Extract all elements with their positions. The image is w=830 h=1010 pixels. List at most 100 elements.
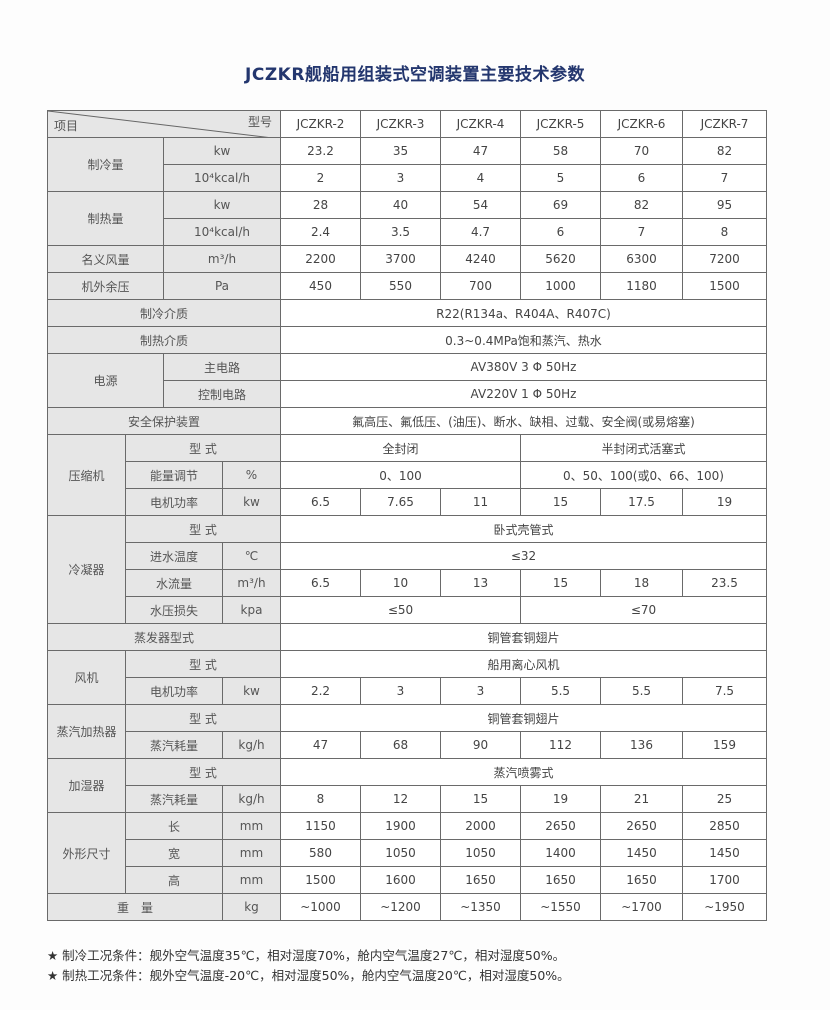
value-cell: 700 bbox=[440, 272, 521, 300]
type-label: 型 式 bbox=[125, 704, 281, 732]
width-label: 宽 bbox=[125, 839, 223, 867]
unit: ℃ bbox=[222, 542, 281, 570]
unit: kw bbox=[222, 677, 281, 705]
value-cell: 90 bbox=[440, 731, 521, 759]
value-cell: 47 bbox=[440, 137, 521, 165]
heating-condition-note: ★ 制热工况条件：舰外空气温度-20℃，相对湿度50%，舱内空气温度20℃，相对… bbox=[47, 968, 570, 983]
spec-table: 项目 型号 JCZKR-2 JCZKR-3 JCZKR-4 JCZKR-5 JCZKR-… bbox=[47, 110, 767, 921]
value-cell: ~1200 bbox=[360, 893, 441, 921]
inlet-value: ≤32 bbox=[280, 542, 767, 570]
unit: m³/h bbox=[222, 569, 281, 597]
value-cell: 1450 bbox=[600, 839, 683, 867]
value-cell: 1650 bbox=[520, 866, 601, 894]
dimensions-label: 外形尺寸 bbox=[47, 812, 126, 894]
steam-heater-type-value: 铜管套铜翅片 bbox=[280, 704, 767, 732]
value-cell: 95 bbox=[682, 191, 767, 219]
value-cell: 1650 bbox=[440, 866, 521, 894]
type-label: 型 式 bbox=[125, 434, 281, 462]
value-cell: 4240 bbox=[440, 245, 521, 273]
humidifier-type-row: 加湿器型 式蒸汽喷雾式 bbox=[47, 758, 767, 813]
height-label: 高 bbox=[125, 866, 223, 894]
value-cell: 2000 bbox=[440, 812, 521, 840]
power-main-row: 电源 主电路 AV380V 3 Φ 50Hz bbox=[47, 353, 767, 408]
model-header-cell: JCZKR-6 bbox=[600, 110, 683, 138]
value-cell: 15 bbox=[440, 785, 521, 813]
steam-heater-label: 蒸汽加热器 bbox=[47, 704, 126, 759]
pressure-label: 机外余压 bbox=[47, 272, 164, 300]
value-cell: 2.4 bbox=[280, 218, 361, 246]
value-cell: 6.5 bbox=[280, 488, 361, 516]
loss-label: 水压损失 bbox=[125, 596, 223, 624]
unit: kg/h bbox=[222, 785, 281, 813]
value-cell: 1700 bbox=[682, 866, 767, 894]
value-cell: 8 bbox=[682, 218, 767, 246]
model-header-cell: JCZKR-5 bbox=[520, 110, 601, 138]
safety-row: 安全保护装置 氟高压、氟低压、(油压)、断水、缺相、过载、安全阀(或易熔塞) bbox=[47, 407, 767, 435]
unit: % bbox=[222, 461, 281, 489]
value-cell: 28 bbox=[280, 191, 361, 219]
model-header: 型号 bbox=[247, 115, 272, 129]
pressure-row: 机外余压 Pa 450 550 700 1000 1180 1500 bbox=[47, 272, 767, 300]
type-label: 型 式 bbox=[125, 650, 281, 678]
safety-value: 氟高压、氟低压、(油压)、断水、缺相、过载、安全阀(或易熔塞) bbox=[280, 407, 767, 435]
value-cell: 5 bbox=[520, 164, 601, 192]
evaporator-row: 蒸发器型式 铜管套铜翅片 bbox=[47, 623, 767, 651]
steam-heater-consumption-row: 蒸汽耗量 kg/h 47 68 90 112 136 159 bbox=[48, 731, 767, 759]
value-cell: 4.7 bbox=[440, 218, 521, 246]
value-cell: 19 bbox=[520, 785, 601, 813]
cooling-kcal-row: 10⁴kcal/h 2 3 4 5 6 7 bbox=[48, 164, 767, 192]
value-cell: 1500 bbox=[682, 272, 767, 300]
compressor-type-row: 压缩机型 式全封闭 半封闭式活塞式 bbox=[47, 434, 767, 516]
fan-motor-row: 电机功率 kw 2.2 3 3 5.5 5.5 7.5 bbox=[48, 677, 767, 705]
value-cell: 6 bbox=[600, 164, 683, 192]
motor-label: 电机功率 bbox=[125, 677, 223, 705]
model-header-cell: JCZKR-7 bbox=[682, 110, 767, 138]
value-cell: 580 bbox=[280, 839, 361, 867]
cooling-label: 制冷量 bbox=[47, 137, 164, 192]
value-cell: 136 bbox=[600, 731, 683, 759]
unit: kpa bbox=[222, 596, 281, 624]
type-label: 型 式 bbox=[125, 515, 281, 543]
heat-medium-value: 0.3~0.4MPa饱和蒸汽、热水 bbox=[280, 326, 767, 354]
airflow-row: 名义风量 m³/h 2200 3700 4240 5620 6300 7200 bbox=[47, 245, 767, 273]
unit: kw bbox=[222, 488, 281, 516]
value-cell: 13 bbox=[440, 569, 521, 597]
value-cell: 1500 bbox=[280, 866, 361, 894]
heating-label: 制热量 bbox=[47, 191, 164, 246]
value-cell: 2850 bbox=[682, 812, 767, 840]
fan-type-row: 风机型 式船用离心风机 bbox=[47, 650, 767, 705]
value-cell: 1400 bbox=[520, 839, 601, 867]
value-cell: 6300 bbox=[600, 245, 683, 273]
value-cell: 6.5 bbox=[280, 569, 361, 597]
model-header-cell: JCZKR-4 bbox=[440, 110, 521, 138]
capacity-value: 0、50、100(或0、66、100) bbox=[520, 461, 767, 489]
cooling-kw-row: 制冷量 kw 23.2 35 47 58 70 82 bbox=[47, 137, 767, 192]
condenser-type-value: 卧式壳管式 bbox=[280, 515, 767, 543]
value-cell: 1600 bbox=[360, 866, 441, 894]
value-cell: 550 bbox=[360, 272, 441, 300]
evaporator-value: 铜管套铜翅片 bbox=[280, 623, 767, 651]
consumption-label: 蒸汽耗量 bbox=[125, 785, 223, 813]
unit: 10⁴kcal/h bbox=[163, 164, 281, 192]
value-cell: 6 bbox=[520, 218, 601, 246]
value-cell: 18 bbox=[600, 569, 683, 597]
refrigerant-value: R22(R134a、R404A、R407C) bbox=[280, 299, 767, 327]
refrigerant-label: 制冷介质 bbox=[47, 299, 281, 327]
value-cell: 3 bbox=[360, 164, 441, 192]
value-cell: 2650 bbox=[520, 812, 601, 840]
humidifier-type-value: 蒸汽喷雾式 bbox=[280, 758, 767, 786]
main-circuit-label: 主电路 bbox=[163, 353, 281, 381]
value-cell: 35 bbox=[360, 137, 441, 165]
condenser-type-row: 冷凝器型 式卧式壳管式 bbox=[47, 515, 767, 624]
heat-medium-label: 制热介质 bbox=[47, 326, 281, 354]
page-title: JCZKR舰船用组装式空调装置主要技术参数 bbox=[245, 65, 585, 85]
value-cell: ~1350 bbox=[440, 893, 521, 921]
item-header: 项目 bbox=[54, 119, 79, 133]
value-cell: 58 bbox=[520, 137, 601, 165]
header-row: 项目 型号 JCZKR-2 JCZKR-3 JCZKR-4 JCZKR-5 JCZKR-… bbox=[47, 110, 767, 138]
unit: m³/h bbox=[163, 245, 281, 273]
length-row: 外形尺寸长 mm 1150 1900 2000 2650 2650 2850 bbox=[47, 812, 767, 894]
value-cell: 1900 bbox=[360, 812, 441, 840]
humidifier-label: 加湿器 bbox=[47, 758, 126, 813]
value-cell: 70 bbox=[600, 137, 683, 165]
